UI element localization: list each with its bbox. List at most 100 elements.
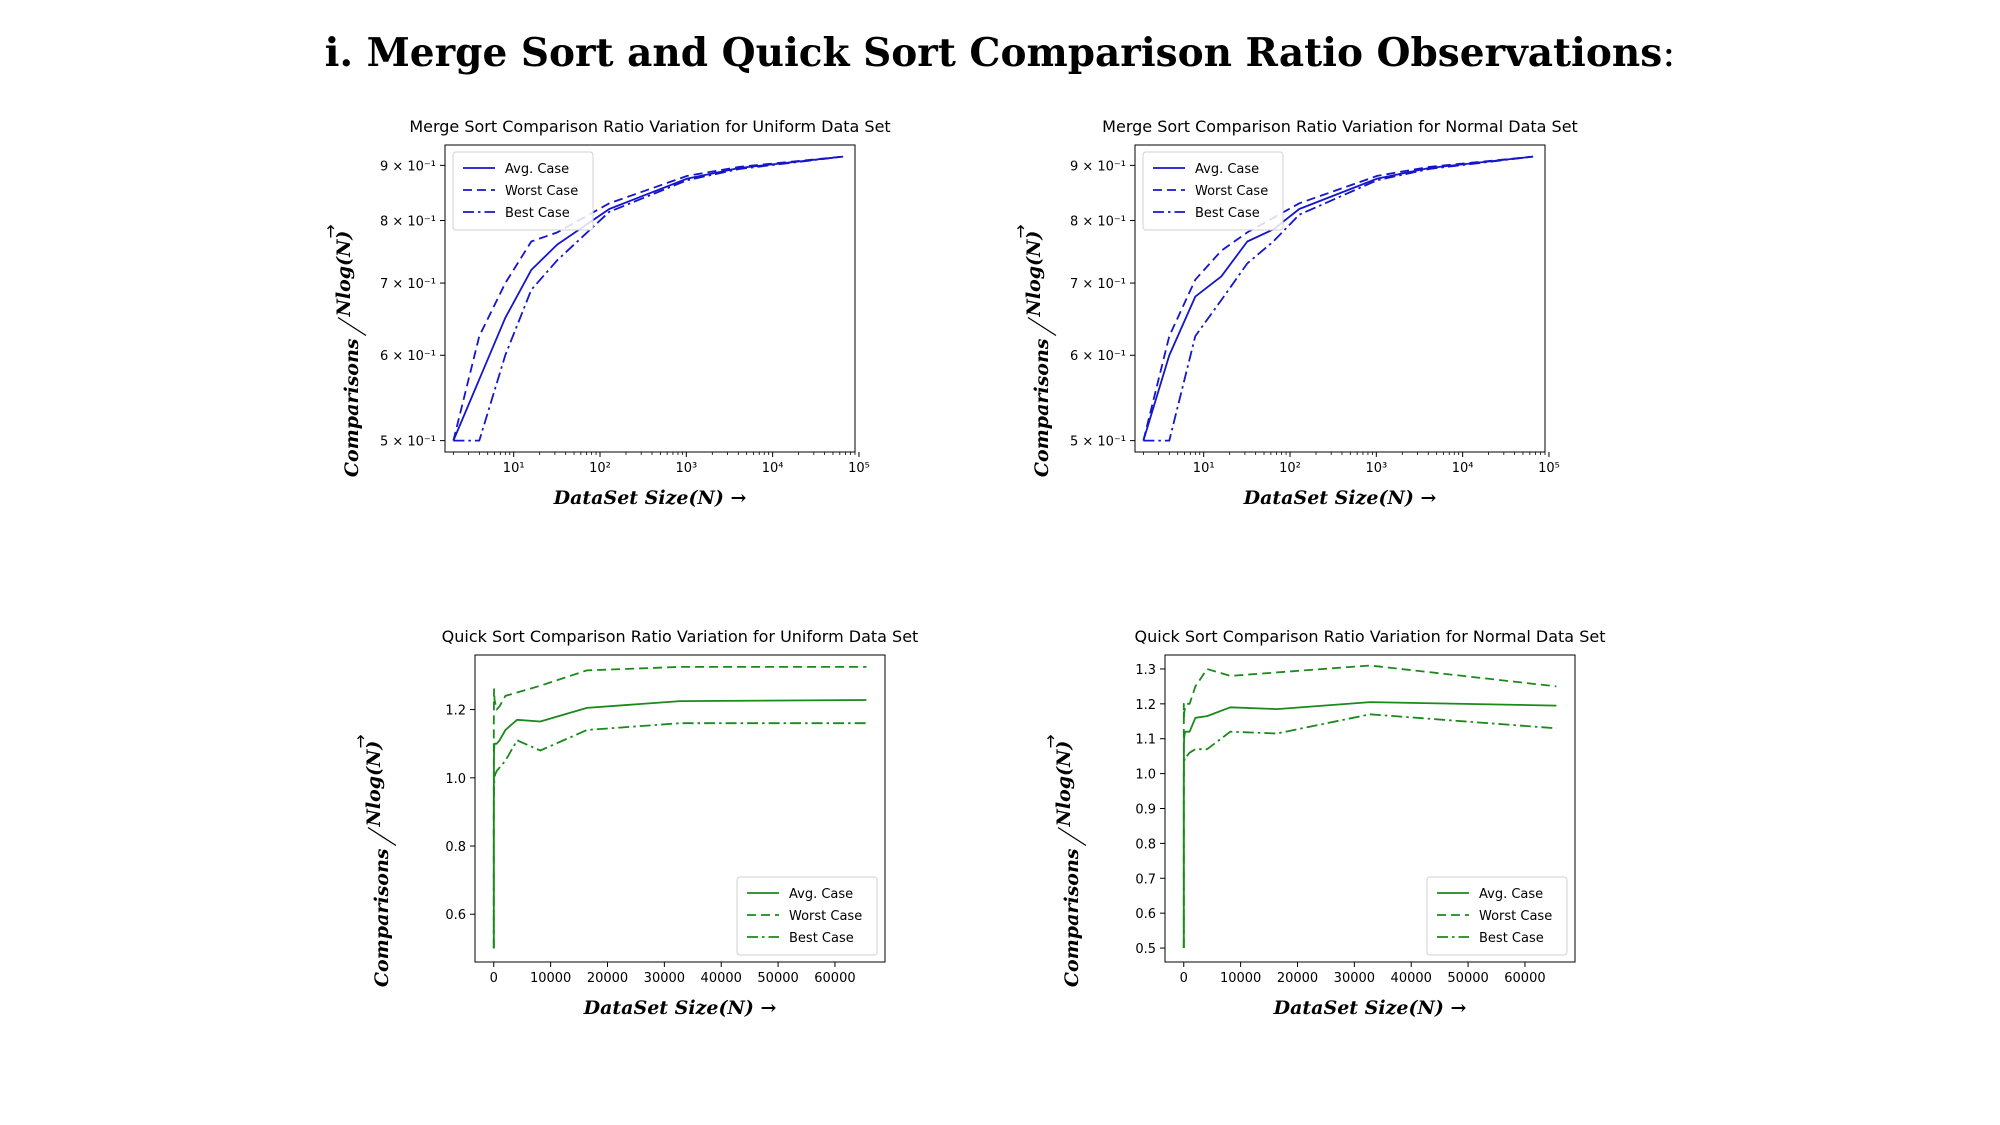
x-tick-label: 50000 bbox=[1447, 971, 1488, 986]
y-label-arrow: → bbox=[351, 734, 371, 748]
x-tick-label: 20000 bbox=[1277, 971, 1318, 986]
y-label-slash bbox=[337, 316, 367, 337]
title-prefix: i. bbox=[324, 30, 354, 76]
series-line-avg-case bbox=[1142, 155, 1534, 441]
x-tick-label: 20000 bbox=[587, 971, 628, 986]
series-line-best-case bbox=[453, 155, 844, 442]
y-tick-label: 6 × 10⁻¹ bbox=[380, 349, 436, 364]
y-tick-label: 0.9 bbox=[1135, 803, 1156, 818]
x-tick-label: 10⁵ bbox=[1538, 461, 1560, 476]
y-tick-label: 0.6 bbox=[1135, 907, 1156, 922]
y-label-slash bbox=[1027, 316, 1057, 337]
y-tick-label: 0.7 bbox=[1135, 872, 1156, 887]
y-label-slash bbox=[367, 826, 397, 847]
x-axis-label: DataSet Size(N) → bbox=[553, 487, 747, 509]
y-label-denominator: Nlog(N) bbox=[333, 231, 355, 318]
y-tick-label: 0.6 bbox=[445, 908, 466, 923]
title-main: Merge Sort and Quick Sort Comparison Rat… bbox=[366, 30, 1663, 76]
y-tick-label: 1.2 bbox=[1135, 698, 1156, 713]
y-label-numerator: Comparisons bbox=[341, 338, 363, 477]
legend: Avg. Case Worst Case Best Case bbox=[1142, 151, 1284, 231]
legend: Avg. Case Worst Case Best Case bbox=[736, 876, 878, 956]
legend-box bbox=[736, 876, 878, 956]
y-tick-label: 1.2 bbox=[445, 704, 466, 719]
x-tick-label: 10³ bbox=[675, 461, 697, 476]
y-label-numerator: Comparisons bbox=[1061, 848, 1083, 987]
series-line-best-case bbox=[1143, 155, 1534, 442]
series-group bbox=[492, 666, 867, 949]
legend-label: Avg. Case bbox=[1479, 887, 1543, 902]
y-tick-label: 1.0 bbox=[1135, 768, 1156, 783]
x-tick-label: 10¹ bbox=[1193, 461, 1215, 476]
series-line-avg-case bbox=[452, 155, 844, 441]
x-tick-label: 10¹ bbox=[503, 461, 525, 476]
legend-label: Avg. Case bbox=[505, 162, 569, 177]
x-tick-label: 10⁵ bbox=[848, 461, 870, 476]
x-tick-label: 10000 bbox=[1220, 971, 1261, 986]
x-tick-label: 10³ bbox=[1365, 461, 1387, 476]
plot-frame bbox=[474, 654, 886, 963]
y-label-numerator: Comparisons bbox=[1031, 338, 1053, 477]
y-tick-label: 0.5 bbox=[1135, 942, 1156, 957]
y-label-arrow: → bbox=[1011, 224, 1031, 238]
series-line-worst-case bbox=[492, 666, 867, 949]
series-group bbox=[1142, 155, 1534, 442]
series-line-worst-case bbox=[452, 155, 844, 441]
x-tick-label: 0 bbox=[490, 971, 498, 986]
x-tick-label: 10⁴ bbox=[762, 461, 784, 476]
y-label-arrow: → bbox=[1041, 734, 1061, 748]
y-tick-label: 0.8 bbox=[1135, 837, 1156, 852]
merge-uniform-chart: Merge Sort Comparison Ratio Variation fo… bbox=[321, 117, 891, 509]
y-tick-label: 0.8 bbox=[445, 840, 466, 855]
y-tick-label: 8 × 10⁻¹ bbox=[1070, 215, 1126, 230]
x-tick-label: 30000 bbox=[644, 971, 685, 986]
chart-title: Quick Sort Comparison Ratio Variation fo… bbox=[442, 627, 919, 646]
series-line-best-case bbox=[1182, 713, 1557, 948]
y-tick-label: 8 × 10⁻¹ bbox=[380, 215, 436, 230]
chart-title: Merge Sort Comparison Ratio Variation fo… bbox=[1102, 117, 1578, 136]
legend-label: Best Case bbox=[505, 206, 570, 221]
x-axis-label: DataSet Size(N) → bbox=[1273, 997, 1467, 1019]
legend-label: Avg. Case bbox=[1195, 162, 1259, 177]
legend-box bbox=[1142, 151, 1284, 231]
y-label-slash bbox=[1057, 826, 1087, 847]
series-line-best-case bbox=[492, 722, 867, 949]
x-tick-label: 10000 bbox=[530, 971, 571, 986]
y-axis-label: Comparisons Nlog(N)→ bbox=[351, 734, 397, 987]
y-tick-label: 1.1 bbox=[1135, 733, 1156, 748]
chart-title: Quick Sort Comparison Ratio Variation fo… bbox=[1135, 627, 1606, 646]
legend-label: Best Case bbox=[789, 931, 854, 946]
series-line-worst-case bbox=[1182, 664, 1557, 948]
legend: Avg. Case Worst Case Best Case bbox=[452, 151, 594, 231]
y-label-denominator: Nlog(N) bbox=[363, 741, 385, 828]
x-tick-label: 0 bbox=[1180, 971, 1188, 986]
legend-label: Worst Case bbox=[505, 184, 578, 199]
x-axis-label: DataSet Size(N) → bbox=[1243, 487, 1437, 509]
y-tick-label: 5 × 10⁻¹ bbox=[1070, 435, 1126, 450]
page-title: i. Merge Sort and Quick Sort Comparison … bbox=[0, 30, 2000, 76]
x-tick-label: 40000 bbox=[1391, 971, 1432, 986]
y-tick-label: 9 × 10⁻¹ bbox=[380, 159, 436, 174]
y-tick-label: 1.3 bbox=[1135, 663, 1156, 678]
legend: Avg. Case Worst Case Best Case bbox=[1426, 876, 1568, 956]
y-tick-label: 9 × 10⁻¹ bbox=[1070, 159, 1126, 174]
y-label-denominator: Nlog(N) bbox=[1053, 741, 1075, 828]
plot-frame bbox=[1134, 144, 1546, 453]
merge-normal-chart: Merge Sort Comparison Ratio Variation fo… bbox=[1011, 117, 1578, 509]
y-tick-label: 7 × 10⁻¹ bbox=[1070, 277, 1126, 292]
y-axis-label: Comparisons Nlog(N)→ bbox=[321, 224, 367, 477]
quick-uniform-chart: Quick Sort Comparison Ratio Variation fo… bbox=[351, 627, 919, 1019]
title-colon: : bbox=[1662, 31, 1676, 76]
chart-title: Merge Sort Comparison Ratio Variation fo… bbox=[409, 117, 890, 136]
y-label-denominator: Nlog(N) bbox=[1023, 231, 1045, 318]
quick-normal-chart: Quick Sort Comparison Ratio Variation fo… bbox=[1041, 627, 1606, 1019]
legend-label: Worst Case bbox=[1195, 184, 1268, 199]
series-group bbox=[452, 155, 844, 442]
y-axis-label: Comparisons Nlog(N)→ bbox=[1011, 224, 1057, 477]
x-tick-label: 60000 bbox=[1504, 971, 1545, 986]
y-tick-label: 6 × 10⁻¹ bbox=[1070, 349, 1126, 364]
y-tick-label: 7 × 10⁻¹ bbox=[380, 277, 436, 292]
series-group bbox=[1182, 664, 1557, 948]
x-tick-label: 10⁴ bbox=[1452, 461, 1474, 476]
y-label-arrow: → bbox=[321, 224, 341, 238]
